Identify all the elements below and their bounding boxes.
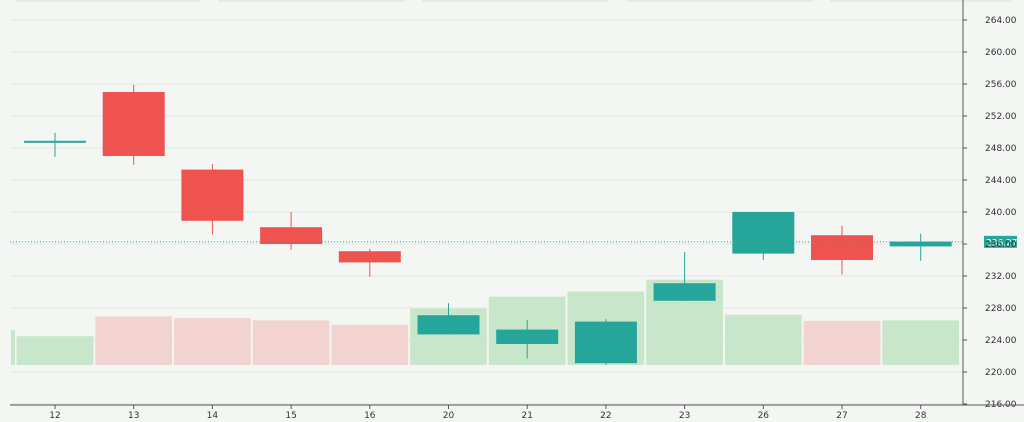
x-tick-label: 21 xyxy=(521,411,532,421)
volume-bar xyxy=(95,316,173,365)
candle-body xyxy=(574,321,637,364)
last-price-label: 236.27 xyxy=(986,238,1018,248)
volume-bar xyxy=(882,320,960,365)
toolbar-strip xyxy=(627,0,813,2)
volume-bar xyxy=(11,330,15,365)
volume-bar xyxy=(174,318,251,365)
y-tick-label: 244.00 xyxy=(985,176,1017,186)
candle-body xyxy=(181,169,244,221)
volume-bar xyxy=(331,324,409,365)
candle-body xyxy=(732,212,795,254)
volume-bar xyxy=(16,336,94,365)
y-tick-label: 260.00 xyxy=(985,48,1017,58)
x-tick-label: 15 xyxy=(285,411,296,421)
y-tick-label: 252.00 xyxy=(985,112,1017,122)
x-tick-label: 14 xyxy=(207,411,219,421)
y-tick-label: 232.00 xyxy=(985,272,1017,282)
y-tick-label: 236.00 xyxy=(985,240,1017,250)
toolbar-strip xyxy=(218,0,405,2)
candle-body xyxy=(811,235,873,260)
y-tick-label: 224.00 xyxy=(985,336,1017,346)
y-tick-label: 220.00 xyxy=(985,368,1017,378)
candle-body xyxy=(24,140,86,143)
x-tick-label: 27 xyxy=(836,411,847,421)
candle-body xyxy=(496,329,559,344)
toolbar-strip xyxy=(830,0,1012,2)
x-tick-label: 20 xyxy=(443,411,455,421)
candle-body xyxy=(417,315,480,335)
candle-body xyxy=(102,92,165,156)
candle-body xyxy=(338,251,401,263)
toolbar-strip xyxy=(422,0,608,2)
volume-bar xyxy=(252,320,330,365)
volume-bar xyxy=(803,320,881,365)
y-tick-label: 240.00 xyxy=(985,208,1017,218)
candle-body xyxy=(889,241,952,247)
y-tick-label: 264.00 xyxy=(985,16,1017,26)
candle-body xyxy=(653,283,716,301)
x-tick-label: 23 xyxy=(679,411,690,421)
toolbar-strip xyxy=(15,0,200,2)
candle-body xyxy=(260,227,323,244)
x-tick-label: 22 xyxy=(600,411,611,421)
x-tick-label: 13 xyxy=(128,411,139,421)
x-tick-label: 16 xyxy=(364,411,376,421)
x-tick-label: 12 xyxy=(49,411,60,421)
y-tick-label: 248.00 xyxy=(985,144,1017,154)
y-tick-label: 228.00 xyxy=(985,304,1017,314)
volume-bar xyxy=(724,314,802,365)
last-price-tag xyxy=(984,235,1017,248)
x-tick-label: 28 xyxy=(915,411,927,421)
x-tick-label: 26 xyxy=(758,411,770,421)
y-tick-label: 256.00 xyxy=(985,80,1017,90)
